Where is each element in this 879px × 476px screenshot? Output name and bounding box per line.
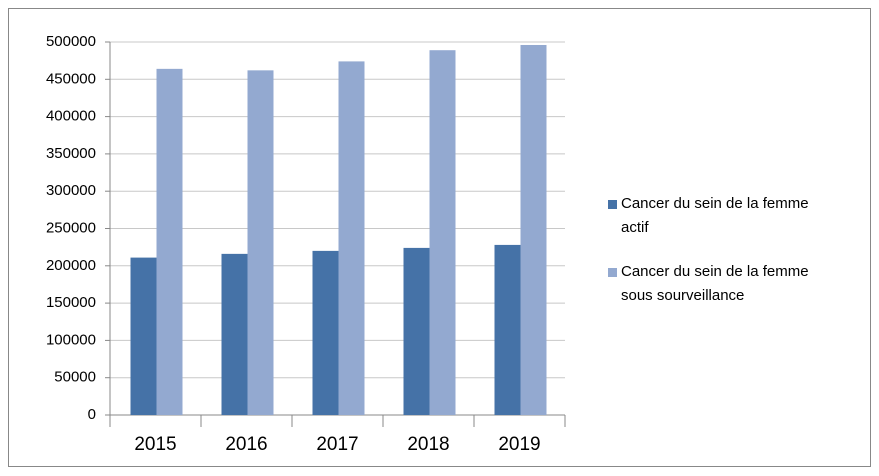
y-tick-label: 400000 [46, 108, 96, 125]
legend-swatch [608, 268, 617, 277]
legend-label: Cancer du sein de la femme sous sourveil… [621, 263, 809, 304]
y-tick-label: 450000 [46, 70, 96, 87]
legend-item: Cancer du sein de la femme actif [608, 192, 868, 240]
x-tick-label: 2018 [407, 434, 449, 455]
y-tick-label: 0 [88, 406, 96, 423]
bar [221, 253, 248, 415]
y-tick-label: 150000 [46, 294, 96, 311]
y-tick-label: 350000 [46, 145, 96, 162]
y-tick-label: 200000 [46, 257, 96, 274]
bar [247, 70, 274, 416]
x-tick-label: 2015 [134, 434, 176, 455]
y-tick-label: 50000 [54, 369, 96, 386]
bar [429, 50, 456, 416]
x-tick-label: 2017 [316, 434, 358, 455]
legend-label: Cancer du sein de la femme actif [621, 195, 809, 236]
bar [338, 61, 365, 416]
legend-item: Cancer du sein de la femme sous sourveil… [608, 260, 868, 308]
y-tick-label: 500000 [46, 33, 96, 50]
legend-swatch [608, 200, 617, 209]
bar [156, 68, 183, 415]
bar [520, 44, 547, 415]
y-tick-label: 250000 [46, 219, 96, 236]
bar [494, 244, 521, 415]
y-tick-label: 300000 [46, 182, 96, 199]
bar [130, 257, 157, 415]
bar [403, 247, 430, 415]
y-tick-label: 100000 [46, 331, 96, 348]
x-tick-label: 2019 [498, 434, 540, 455]
x-tick-label: 2016 [225, 434, 267, 455]
bar [312, 250, 339, 415]
